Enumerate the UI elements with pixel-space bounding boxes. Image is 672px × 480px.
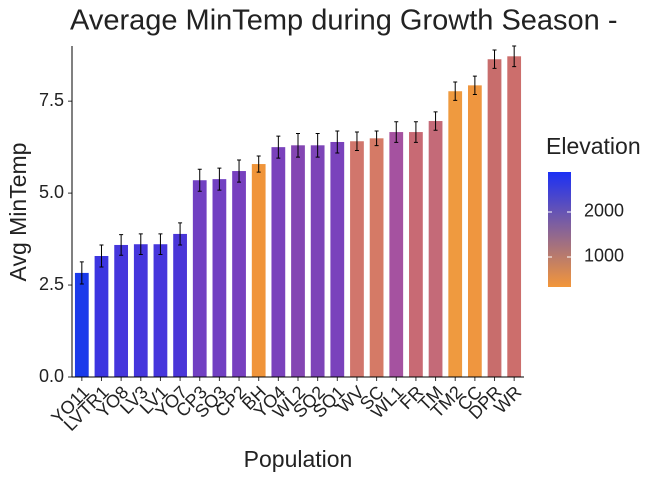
bar xyxy=(350,141,364,377)
bar xyxy=(74,272,89,377)
error-bar xyxy=(335,130,340,154)
error-bar xyxy=(158,233,163,256)
error-bar xyxy=(315,133,320,158)
bar xyxy=(507,56,522,377)
bar xyxy=(94,256,109,377)
error-bar xyxy=(99,244,104,268)
error-bar xyxy=(296,133,300,158)
y-tick-label: 0.0 xyxy=(39,366,64,386)
error-bar xyxy=(256,155,261,173)
bar xyxy=(487,59,502,378)
error-bar xyxy=(413,121,418,143)
legend-title: Elevation xyxy=(546,133,641,159)
y-tick-label: 5.0 xyxy=(39,182,64,202)
bar xyxy=(291,145,305,377)
y-axis-title: Avg MinTemp xyxy=(5,143,31,282)
bar xyxy=(467,85,482,377)
error-bar xyxy=(433,111,438,131)
error-bar xyxy=(354,131,359,151)
colorbar-tick-label: 1000 xyxy=(584,246,624,266)
bar xyxy=(389,132,404,377)
bar xyxy=(369,138,384,377)
error-bar xyxy=(197,168,202,192)
colorbar-tick-label: 2000 xyxy=(584,201,624,221)
error-bar xyxy=(237,159,242,183)
error-bar xyxy=(217,167,222,191)
error-bar xyxy=(374,130,379,147)
bar xyxy=(271,147,286,377)
bar xyxy=(173,233,187,377)
bar xyxy=(153,244,168,377)
bar xyxy=(232,171,246,377)
error-bar xyxy=(79,261,84,285)
x-axis-title: Population xyxy=(244,446,353,472)
y-tick-label: 2.5 xyxy=(39,274,64,294)
bar xyxy=(409,132,423,377)
error-bar xyxy=(472,75,477,96)
bar xyxy=(251,164,266,377)
bar xyxy=(310,145,325,377)
y-tick-label: 7.5 xyxy=(39,90,64,110)
bar xyxy=(448,91,463,377)
error-bar xyxy=(178,222,183,246)
bar xyxy=(212,179,227,377)
error-bar xyxy=(119,234,124,256)
error-bar xyxy=(138,233,143,256)
error-bar xyxy=(512,45,517,68)
bar xyxy=(133,244,148,377)
bar xyxy=(114,244,129,377)
error-bar xyxy=(453,81,458,101)
bar xyxy=(192,180,207,377)
bar xyxy=(428,121,443,377)
colorbar xyxy=(548,172,571,287)
error-bar xyxy=(394,121,399,143)
bar xyxy=(330,141,345,377)
error-bar xyxy=(492,49,497,69)
error-bar xyxy=(276,135,281,159)
chart-title: Average MinTemp during Growth Season - xyxy=(70,5,618,37)
